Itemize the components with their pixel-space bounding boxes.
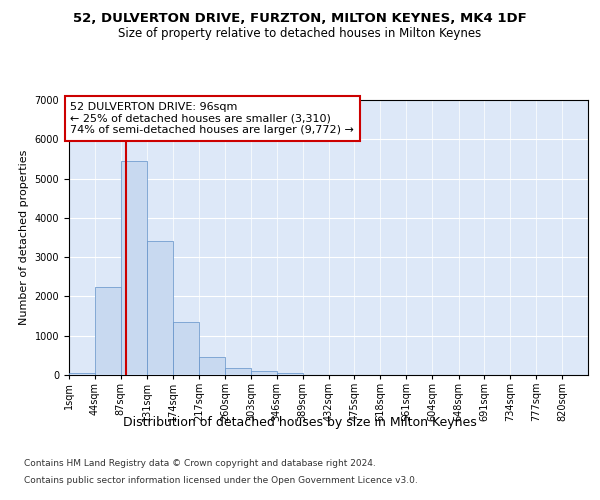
- Bar: [69, 373, 95, 375]
- Bar: [121, 161, 147, 375]
- Text: 52, DULVERTON DRIVE, FURZTON, MILTON KEYNES, MK4 1DF: 52, DULVERTON DRIVE, FURZTON, MILTON KEY…: [73, 12, 527, 26]
- Bar: [95, 286, 121, 375]
- Text: Contains public sector information licensed under the Open Government Licence v3: Contains public sector information licen…: [24, 476, 418, 485]
- Bar: [173, 322, 199, 375]
- Bar: [147, 242, 173, 375]
- Text: 52 DULVERTON DRIVE: 96sqm
← 25% of detached houses are smaller (3,310)
74% of se: 52 DULVERTON DRIVE: 96sqm ← 25% of detac…: [70, 102, 354, 135]
- Text: Distribution of detached houses by size in Milton Keynes: Distribution of detached houses by size …: [123, 416, 477, 429]
- Bar: [277, 373, 302, 375]
- Text: Size of property relative to detached houses in Milton Keynes: Size of property relative to detached ho…: [118, 28, 482, 40]
- Bar: [251, 371, 277, 375]
- Y-axis label: Number of detached properties: Number of detached properties: [19, 150, 29, 325]
- Text: Contains HM Land Registry data © Crown copyright and database right 2024.: Contains HM Land Registry data © Crown c…: [24, 458, 376, 468]
- Bar: [199, 358, 225, 375]
- Bar: [225, 368, 251, 375]
